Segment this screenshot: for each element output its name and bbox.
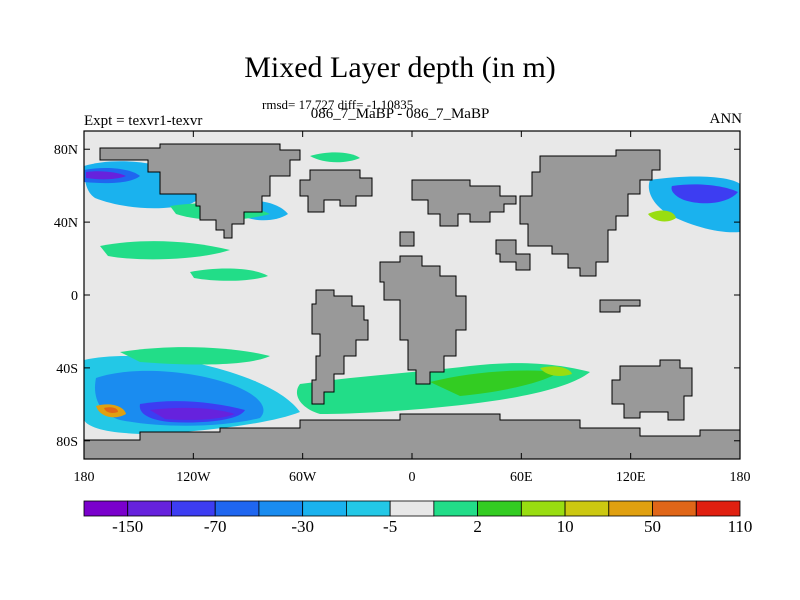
anomaly-region-tropical-pacific-2: [190, 268, 268, 281]
land-africa: [379, 255, 467, 385]
colorbar-swatch: [345, 500, 391, 517]
axis-ticks: 180 120W 60W 0 60E 120E 180 80N 40N 0 40S 80S: [54, 131, 751, 485]
x-tick-label: 180: [74, 470, 95, 485]
colorbar-swatch: [171, 500, 216, 517]
colorbar: -150 -70 -30 -5 2 10 50 110: [83, 500, 753, 536]
colorbar-label: -150: [112, 517, 143, 536]
x-tick-label: 60W: [289, 470, 317, 485]
colorbar-swatch: [652, 500, 697, 517]
anomaly-region-indian-ocean: [540, 366, 572, 376]
map-title: Mixed Layer depth (in m): [244, 51, 556, 84]
stats-label: rmsd= 17.727 diff= -1.10835: [262, 97, 414, 112]
colorbar-swatch: [83, 500, 129, 517]
colorbar-swatch: [564, 500, 610, 517]
colorbar-label: 2: [473, 517, 482, 536]
y-tick-label: 80N: [54, 143, 78, 158]
y-tick-label: 80S: [56, 435, 78, 450]
colorbar-swatch: [520, 500, 566, 517]
land-greenland-canada: [299, 169, 373, 213]
x-tick-label: 180: [730, 470, 751, 485]
anomaly-region-north-pacific-min: [86, 171, 126, 180]
map-subtitle: 086_7_MaBP - 086_7_MaBP: [310, 106, 490, 122]
land-north-america: [99, 143, 301, 239]
experiment-label: Expt = texvr1-texvr: [84, 113, 203, 129]
colorbar-label: 50: [644, 517, 661, 536]
land-south-america: [311, 289, 369, 405]
colorbar-swatch: [258, 500, 304, 517]
colorbar-swatch: [608, 500, 653, 517]
colorbar-swatch: [214, 500, 260, 517]
anomaly-region-southern-ocean-core: [430, 370, 560, 396]
land-australia: [611, 359, 693, 421]
x-tick-label: 0: [409, 470, 416, 485]
colorbar-swatch: [477, 500, 522, 517]
anomaly-field: [84, 152, 740, 434]
anomaly-region-south-pacific-hot: [104, 407, 118, 413]
colorbar-label: -5: [383, 517, 397, 536]
land-antarctica: [83, 413, 741, 460]
land-asia: [519, 149, 661, 277]
land-maritime-continent: [599, 299, 641, 313]
colorbar-swatch: [433, 500, 479, 517]
x-tick-label: 60E: [510, 470, 533, 485]
colorbar-label: -70: [204, 517, 227, 536]
colorbar-label: 110: [728, 517, 753, 536]
x-tick-label: 120W: [176, 470, 211, 485]
y-tick-label: 40N: [54, 216, 78, 231]
land-eurasia-north: [411, 179, 517, 227]
y-tick-label: 0: [71, 289, 78, 304]
anomaly-region-south-pacific-min: [150, 407, 235, 420]
season-label: ANN: [709, 111, 743, 127]
colorbar-swatch: [127, 500, 172, 517]
y-tick-label: 40S: [56, 362, 78, 377]
colorbar-swatch: [695, 500, 741, 517]
x-tick-label: 120E: [616, 470, 646, 485]
colorbar-swatch: [389, 500, 435, 517]
land-europe-west: [399, 231, 415, 247]
colorbar-label: -30: [291, 517, 314, 536]
anomaly-region-south-atlantic: [120, 347, 270, 365]
colorbar-swatch: [302, 500, 347, 517]
anomaly-region-north-west-pacific-core: [671, 184, 738, 204]
anomaly-region-tropical-pacific-1: [100, 241, 230, 260]
anomaly-region-nw-pacific-warm: [648, 210, 676, 222]
land-masks: [83, 143, 741, 460]
colorbar-label: 10: [557, 517, 574, 536]
anomaly-region-arctic: [310, 152, 360, 163]
land-arabia-india: [495, 239, 531, 271]
